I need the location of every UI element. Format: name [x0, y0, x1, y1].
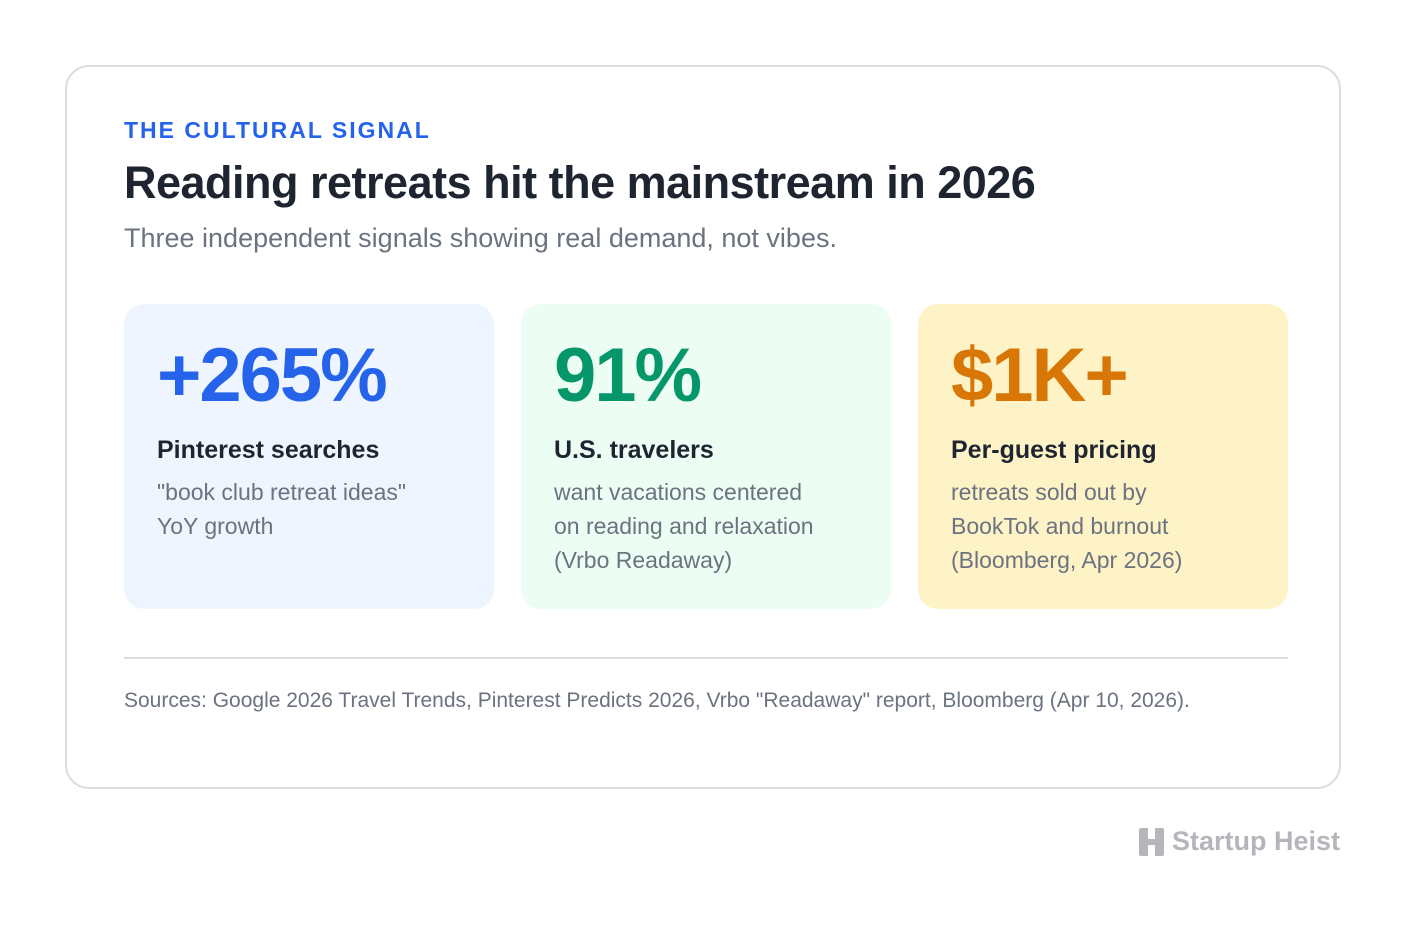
eyebrow-label: THE CULTURAL SIGNAL [124, 117, 431, 143]
stat-description: "book club retreat ideas" YoY growth [157, 479, 407, 539]
stat-card-pinterest: +265% Pinterest searches "book club retr… [124, 304, 494, 609]
stat-value: 91% [554, 333, 702, 418]
stat-card-travelers: 91% U.S. travelers want vacations center… [521, 304, 891, 609]
stat-label: Per-guest pricing [951, 436, 1157, 464]
signal-card: THE CULTURAL SIGNAL Reading retreats hit… [65, 65, 1341, 789]
stat-label: U.S. travelers [554, 436, 714, 464]
brand-name: Startup Heist [1171, 826, 1340, 856]
section-divider [124, 657, 1288, 659]
startup-heist-logo-icon [1138, 827, 1164, 856]
stat-label: Pinterest searches [157, 436, 380, 464]
stat-card-pricing: $1K+ Per-guest pricing retreats sold out… [918, 304, 1288, 609]
stat-description: want vacations centered on reading and r… [554, 479, 814, 573]
stat-grid: +265% Pinterest searches "book club retr… [124, 304, 1288, 609]
page-subtitle: Three independent signals showing real d… [124, 223, 837, 253]
brand-logo: Startup Heist [1138, 826, 1340, 857]
sources-note: Sources: Google 2026 Travel Trends, Pint… [124, 689, 1190, 712]
stat-value: $1K+ [951, 333, 1129, 418]
page-title: Reading retreats hit the mainstream in 2… [124, 157, 1036, 208]
stat-description: retreats sold out by BookTok and burnout… [951, 479, 1183, 573]
stat-value: +265% [157, 333, 388, 418]
